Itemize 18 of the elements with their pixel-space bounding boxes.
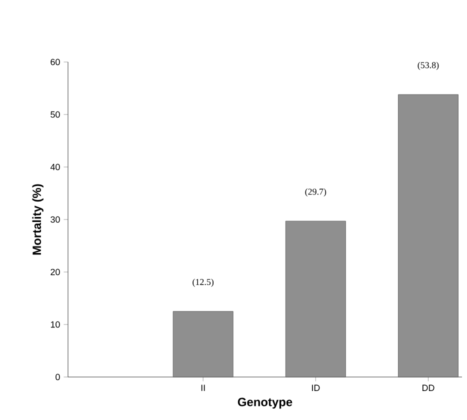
y-tick-label: 10	[50, 321, 60, 328]
data-label: (53.8)	[418, 62, 439, 70]
y-tick-label: 40	[50, 164, 60, 170]
y-tick-label: 30	[50, 216, 60, 223]
y-axis-title: Mortality (%)	[32, 184, 44, 255]
y-tick-label: 20	[50, 268, 60, 276]
x-tick-label: II	[201, 384, 205, 391]
y-tick-label: 60	[50, 58, 60, 66]
bar	[172, 311, 234, 378]
y-tick-label: 50	[50, 111, 60, 118]
data-label: (29.7)	[305, 188, 326, 197]
bar	[285, 220, 346, 378]
y-tick-label: 0	[56, 374, 60, 380]
x-tick-label: DD	[422, 384, 434, 391]
x-axis-title: Genotype	[238, 398, 292, 409]
bar	[398, 94, 458, 378]
x-tick-label: ID	[312, 384, 320, 391]
data-label: (12.5)	[192, 278, 214, 287]
